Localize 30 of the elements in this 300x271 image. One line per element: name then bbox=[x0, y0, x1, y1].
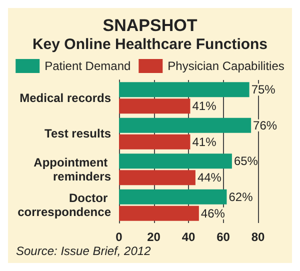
data-label: 41% bbox=[192, 134, 217, 149]
bar bbox=[119, 189, 227, 204]
chart-title: SNAPSHOT bbox=[102, 16, 198, 35]
bar bbox=[119, 118, 252, 133]
bar bbox=[119, 170, 196, 186]
data-label: 76% bbox=[253, 118, 278, 132]
bar bbox=[119, 154, 232, 169]
data-label: 46% bbox=[200, 206, 226, 220]
bar bbox=[119, 98, 190, 114]
x-tick-label: 20 bbox=[147, 230, 161, 244]
data-label: 65% bbox=[234, 154, 258, 168]
legend-label: Patient Demand bbox=[44, 59, 131, 73]
bar bbox=[119, 134, 190, 150]
y-tick-label: Test results bbox=[44, 126, 112, 141]
data-label: 41% bbox=[192, 99, 217, 114]
data-label: 44% bbox=[197, 170, 222, 185]
bar bbox=[119, 82, 250, 98]
y-tick-label: Medical records bbox=[20, 90, 112, 105]
x-tick-label: 60 bbox=[216, 230, 230, 244]
legend-label: Physician Capabilities bbox=[168, 59, 284, 73]
x-tick-label: 40 bbox=[182, 230, 196, 244]
bar bbox=[119, 206, 199, 221]
source-note: Source: Issue Brief, 2012 bbox=[16, 244, 152, 258]
data-label: 62% bbox=[228, 190, 254, 204]
chart-subtitle: Key Online Healthcare Functions bbox=[32, 36, 268, 53]
y-tick-label: Doctor correspondence bbox=[18, 191, 112, 220]
x-tick-label: 0 bbox=[116, 230, 123, 244]
x-tick-label: 80 bbox=[251, 230, 265, 244]
data-label: 75% bbox=[251, 82, 276, 97]
y-tick-label: Appointment reminders bbox=[34, 155, 112, 184]
